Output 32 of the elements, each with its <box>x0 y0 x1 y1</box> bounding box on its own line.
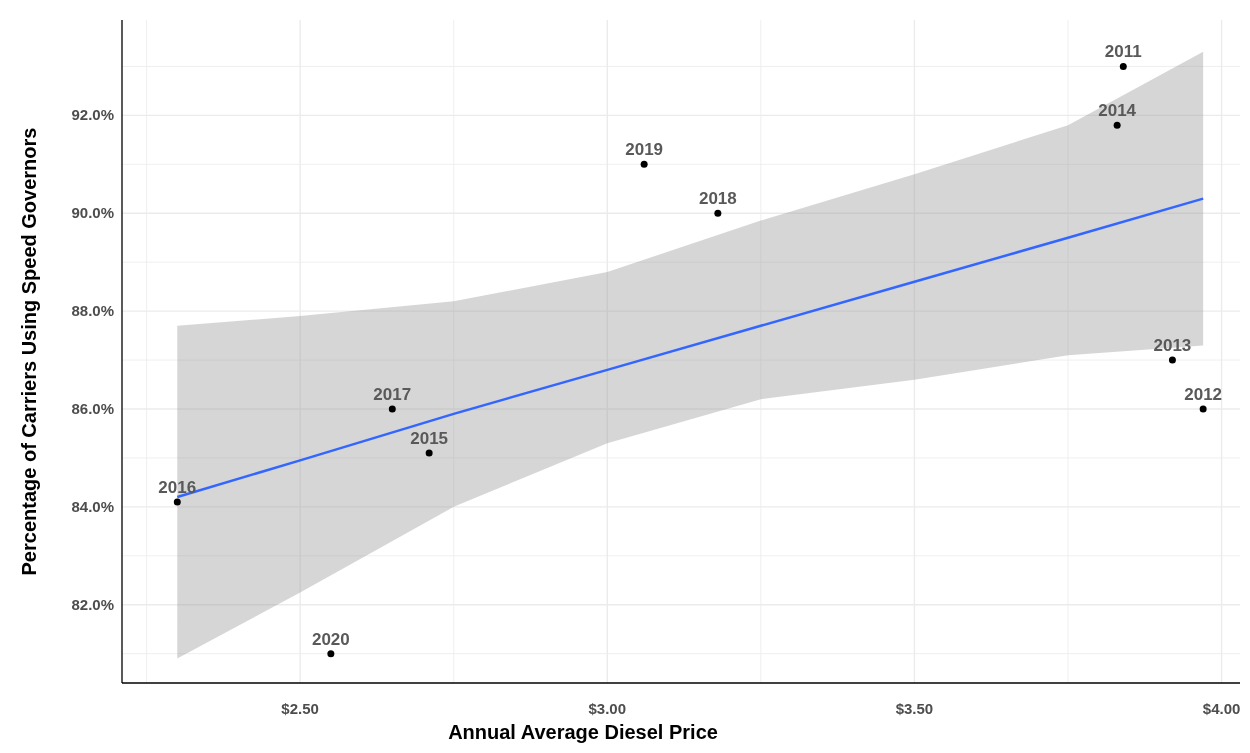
y-tick-label: 92.0% <box>71 106 114 124</box>
x-tick-label: $4.00 <box>1202 700 1241 717</box>
x-axis-title: Annual Average Diesel Price <box>448 721 718 743</box>
point <box>425 449 433 457</box>
y-axis-title: Percentage of Carriers Using Speed Governors <box>18 127 40 576</box>
point <box>173 498 181 506</box>
y-tick-label: 82.0% <box>71 595 114 613</box>
x-tick-label: $3.00 <box>588 700 627 717</box>
annotation: 2020 <box>311 629 350 649</box>
point <box>327 650 335 658</box>
annotation: 2014 <box>1098 101 1137 121</box>
y-tick-label: 88.0% <box>71 302 114 320</box>
point <box>1119 62 1127 70</box>
y-tick-label: 86.0% <box>71 399 114 417</box>
annotation: 2013 <box>1153 336 1192 356</box>
point <box>388 405 396 413</box>
annotation: 2011 <box>1104 42 1142 62</box>
y-tick-label: 90.0% <box>71 204 114 222</box>
annotation: 2015 <box>410 429 449 449</box>
point <box>1168 356 1176 364</box>
annotation: 2018 <box>698 189 737 209</box>
point <box>1113 121 1121 129</box>
y-tick-label: 84.0% <box>71 497 114 515</box>
annotation: 2019 <box>625 140 664 160</box>
point <box>640 160 648 168</box>
x-tick-label: $3.50 <box>895 700 934 717</box>
point <box>1199 405 1207 413</box>
annotation: 2017 <box>373 384 412 404</box>
annotation: 2012 <box>1184 384 1223 404</box>
annotation: 2016 <box>158 477 197 497</box>
point <box>714 209 722 217</box>
x-tick-label: $2.50 <box>281 700 319 717</box>
